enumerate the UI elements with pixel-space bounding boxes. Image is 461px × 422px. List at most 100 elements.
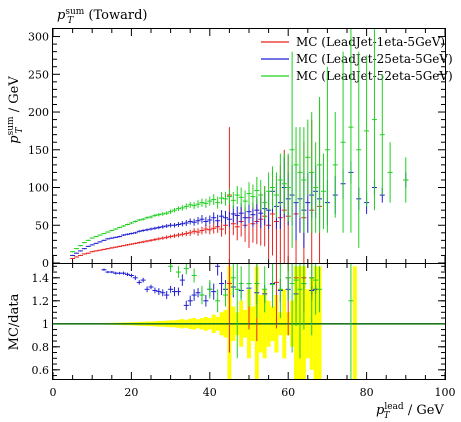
data-point — [101, 268, 107, 271]
x-axis: 0 20 40 60 80 100 — [50, 29, 456, 399]
x-tick-label: 20 — [124, 386, 138, 399]
y-tick-label: 0 — [42, 257, 49, 270]
data-point — [179, 232, 185, 237]
data-point — [215, 289, 221, 313]
data-point — [113, 236, 119, 239]
data-point — [70, 251, 76, 253]
data-point — [152, 213, 158, 217]
data-point — [148, 215, 154, 219]
y-tick-label: 250 — [28, 68, 49, 81]
ratio-plot-data — [101, 264, 354, 379]
data-point — [179, 274, 185, 286]
data-point — [203, 198, 209, 208]
data-point — [77, 245, 83, 247]
data-point — [128, 232, 134, 235]
data-point — [77, 250, 83, 252]
data-point — [183, 300, 189, 310]
data-point — [74, 256, 80, 258]
data-point — [364, 55, 370, 207]
ylabel-sub: T — [15, 126, 25, 133]
data-point — [246, 264, 252, 307]
data-point — [140, 218, 146, 221]
title-var: p — [57, 8, 66, 23]
data-point — [207, 196, 213, 206]
x-tick-label: 40 — [203, 386, 217, 399]
data-point — [168, 285, 174, 293]
data-point — [258, 179, 264, 211]
data-point — [371, 29, 377, 211]
data-point — [136, 241, 142, 244]
data-point — [70, 254, 76, 257]
data-point — [168, 209, 174, 214]
upper-plot-data — [70, 29, 409, 263]
data-point — [113, 228, 119, 230]
data-point — [156, 213, 162, 217]
data-point — [222, 283, 228, 307]
data-point — [219, 192, 225, 205]
data-point — [160, 236, 166, 240]
data-point — [89, 237, 95, 239]
data-point — [207, 280, 213, 299]
data-point — [320, 153, 326, 230]
data-point — [172, 233, 178, 238]
data-point — [121, 271, 127, 275]
data-point — [191, 202, 197, 210]
data-point — [191, 289, 197, 301]
data-point — [238, 187, 244, 208]
data-point — [172, 207, 178, 213]
data-point — [152, 238, 158, 242]
data-point — [164, 211, 170, 216]
data-point — [317, 96, 323, 233]
data-point — [211, 283, 217, 300]
band-segment — [317, 266, 322, 379]
data-point — [175, 232, 181, 238]
xlabel-sub: T — [384, 411, 391, 421]
data-point — [219, 272, 225, 296]
data-point — [175, 206, 181, 212]
data-point — [242, 190, 248, 212]
data-point — [199, 198, 205, 207]
data-point — [175, 287, 181, 296]
data-point — [199, 226, 205, 235]
ylabel-var: p — [7, 135, 22, 144]
upper-y-axis-label: psumT / GeV — [6, 76, 25, 144]
data-point — [97, 241, 103, 243]
data-point — [387, 142, 393, 203]
data-point — [226, 189, 232, 205]
data-point — [219, 221, 225, 237]
data-point — [270, 166, 276, 209]
data-point — [89, 251, 95, 253]
legend-entry-2: MC (LeadJet-25eta-5GeV) — [261, 52, 453, 66]
data-point — [132, 242, 138, 245]
data-point — [121, 225, 127, 227]
data-point — [183, 230, 189, 237]
data-point — [109, 237, 115, 239]
data-point — [128, 273, 134, 278]
data-point — [254, 176, 260, 205]
data-point — [85, 252, 91, 254]
data-point — [313, 142, 319, 233]
data-point — [152, 287, 158, 294]
data-point — [132, 275, 138, 281]
ratio-plot-frame — [52, 263, 446, 380]
ratio-series-3 — [168, 264, 354, 379]
band-segment — [352, 266, 357, 379]
data-point — [164, 235, 170, 240]
data-point — [81, 248, 87, 250]
data-point — [199, 285, 205, 305]
data-point — [301, 264, 307, 330]
data-point — [85, 245, 91, 247]
data-point — [203, 295, 209, 307]
title-sup: sum — [65, 7, 84, 17]
data-point — [262, 266, 268, 313]
upper-series-3 — [70, 29, 409, 253]
data-point — [140, 229, 146, 232]
data-point — [109, 247, 115, 249]
data-point — [156, 237, 162, 241]
data-point — [289, 264, 295, 353]
data-point — [309, 112, 315, 233]
upper-series-2 — [70, 157, 409, 257]
upper-y-axis: 0 50 100 150 200 250 300 — [28, 31, 445, 270]
band-segment — [313, 266, 318, 379]
data-point — [262, 186, 268, 220]
